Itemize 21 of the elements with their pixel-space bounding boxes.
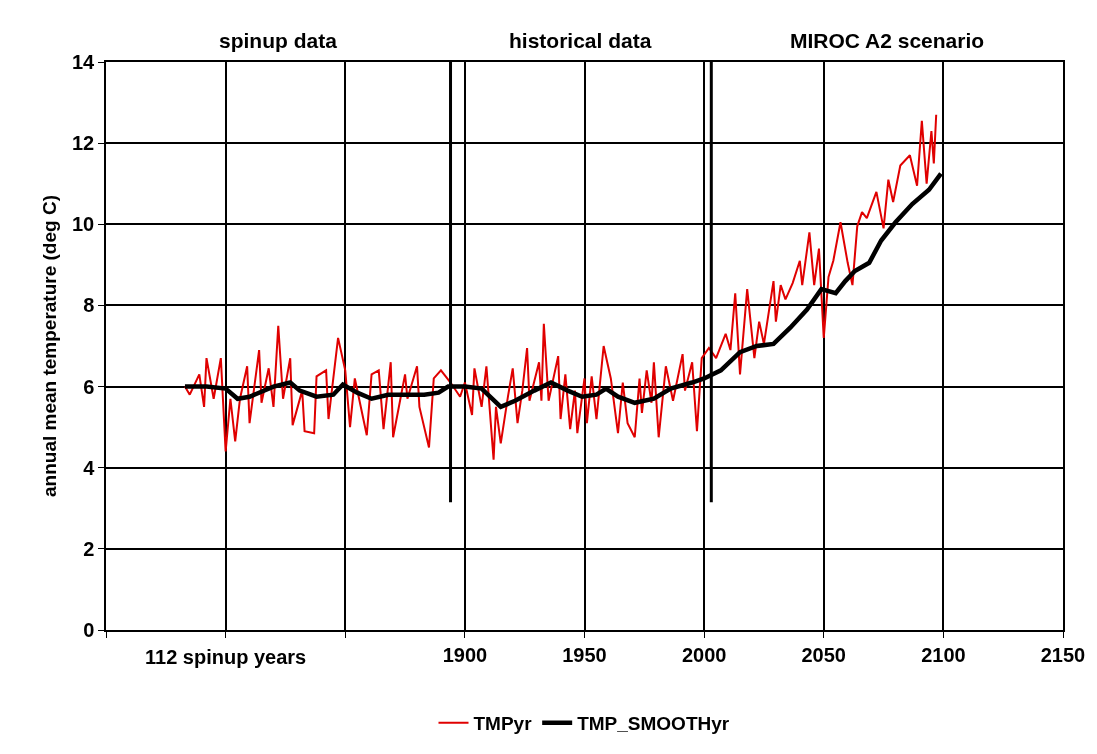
y-axis-title: annual mean temperature (deg C): [39, 195, 61, 497]
text: spinup data: [219, 29, 338, 52]
x-tick-label: 1900: [442, 643, 488, 666]
y-tick-label: 2: [83, 537, 95, 560]
x-tick-label: 1950: [562, 643, 607, 666]
y-tick-label: 0: [83, 619, 95, 641]
x-tick-label: 2000: [681, 643, 727, 666]
x-tick-label: 2150: [1040, 643, 1086, 666]
y-tick-label: 8: [83, 294, 95, 317]
x-tick-label: 2100: [921, 643, 966, 666]
legend-label: TMP_SMOOTHyr: [577, 713, 730, 735]
text: MIROC A2 scenario: [790, 29, 985, 52]
y-tick-label: 4: [83, 456, 96, 479]
x-tick-label: 2050: [801, 643, 846, 666]
legend-label: TMPyr: [473, 713, 533, 735]
text: historical data: [509, 29, 652, 52]
x-axis-title: 112 spinup years: [145, 646, 307, 668]
y-tick-label: 14: [72, 51, 96, 73]
y-tick-label: 6: [83, 375, 95, 398]
y-tick-label: 12: [72, 132, 95, 155]
y-tick-label: 10: [72, 213, 95, 236]
